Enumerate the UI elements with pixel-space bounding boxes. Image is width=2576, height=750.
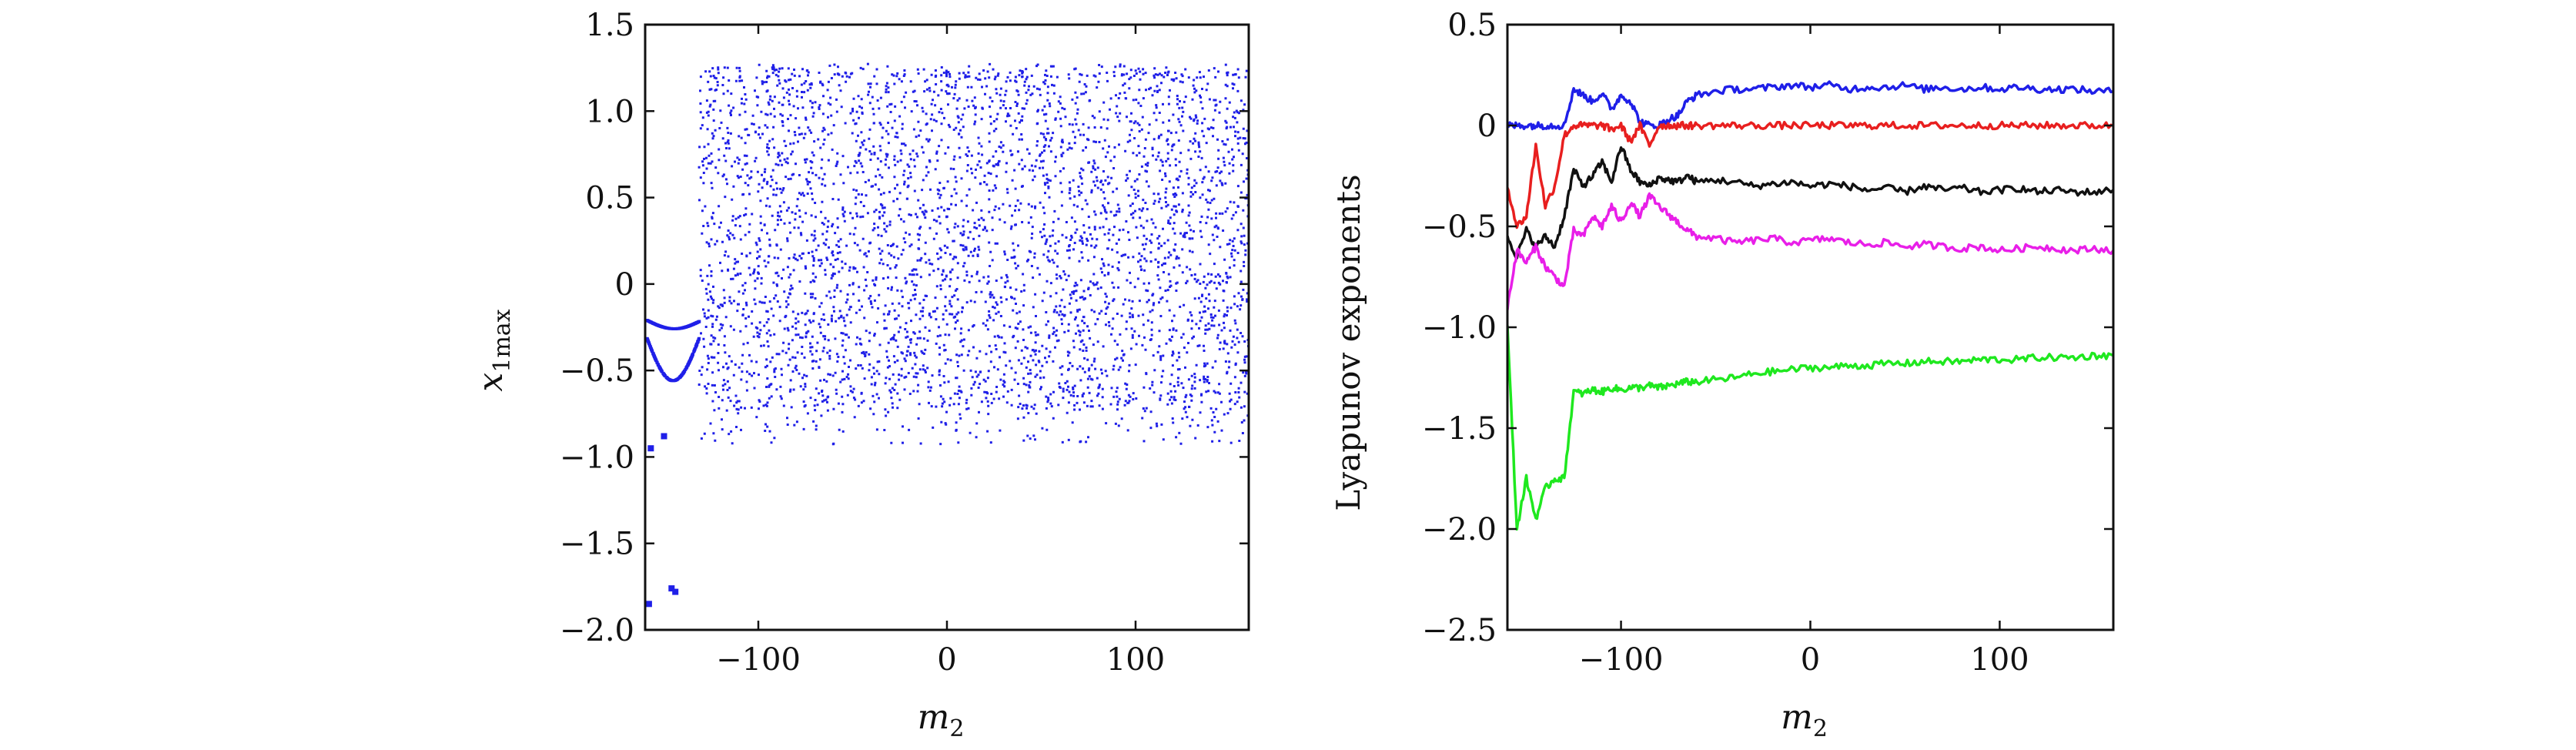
periodic-window-points: [645, 319, 701, 383]
left-xlabel-main: m: [918, 698, 950, 737]
left-ytick-label: 0.5: [585, 181, 634, 216]
right-ytick-label: −0.5: [1422, 209, 1497, 245]
right-ylabel: Lyapunov exponents: [1330, 174, 1367, 511]
right-ytick-label: −2.0: [1422, 512, 1497, 547]
right-ytick-label: 0.5: [1447, 8, 1497, 43]
isolated-point: [668, 585, 675, 592]
right-ytick-label: −1.5: [1422, 411, 1497, 447]
lyapunov-series-le2: [1507, 120, 2113, 229]
left-ylabel-main: x: [471, 373, 510, 392]
right-xtick-label: −100: [1579, 642, 1664, 678]
right-plot-frame: [1506, 23, 2115, 631]
left-xtick-label: 0: [937, 642, 956, 678]
left-xlabel-sub: 2: [949, 715, 964, 742]
lyapunov-exponents-chart: −100 0 100 0.5 0 −0.5 −1.0 −1.5 −2.0 −2.5 m2 Lyapun…: [1330, 8, 2115, 742]
right-xlabel: m2: [1781, 698, 1828, 742]
right-ytick-label: −2.5: [1422, 613, 1497, 648]
left-ytick-label: −1.0: [560, 440, 634, 475]
left-ytick-label: 1.0: [585, 94, 634, 129]
isolated-point: [645, 601, 652, 608]
lyapunov-lines: [1507, 80, 2113, 531]
left-ytick-label: 1.5: [585, 8, 634, 43]
left-ylabel-sub: 1max: [489, 309, 516, 372]
left-ylabel: x1max: [471, 309, 516, 391]
right-xlabel-sub: 2: [1813, 715, 1828, 742]
right-ytick-label: 0: [1477, 109, 1497, 144]
lyapunov-series-le1: [1507, 80, 2113, 131]
left-xtick-label: −100: [716, 642, 801, 678]
left-plot-frame: [644, 23, 1250, 631]
isolated-point: [672, 588, 679, 595]
left-ytick-label: −1.5: [560, 527, 634, 562]
right-ytick-label: −1.0: [1422, 310, 1497, 346]
left-ytick-label: −2.0: [560, 613, 634, 648]
left-xtick-label: 100: [1106, 642, 1165, 678]
left-xlabel: m2: [918, 698, 965, 742]
left-ytick-label: −0.5: [560, 353, 634, 389]
right-xtick-label: 0: [1801, 642, 1820, 678]
right-xlabel-main: m: [1781, 698, 1813, 737]
left-ytick-label: 0: [615, 267, 634, 303]
isolated-point: [647, 445, 654, 452]
isolated-point: [661, 433, 667, 440]
lyapunov-series-le5: [1507, 325, 2113, 531]
lyapunov-series-le4: [1507, 192, 2113, 310]
right-xtick-label: 100: [1970, 642, 2029, 678]
chaotic-band-points: [698, 62, 1249, 446]
scatter-points: [645, 62, 1249, 608]
lyapunov-series-le3: [1507, 146, 2113, 259]
bifurcation-diagram: −100 0 100 1.5 1.0 0.5 0 −0.5 −1.0 −1.5 −2.0 m2 x1ma…: [471, 8, 1250, 742]
